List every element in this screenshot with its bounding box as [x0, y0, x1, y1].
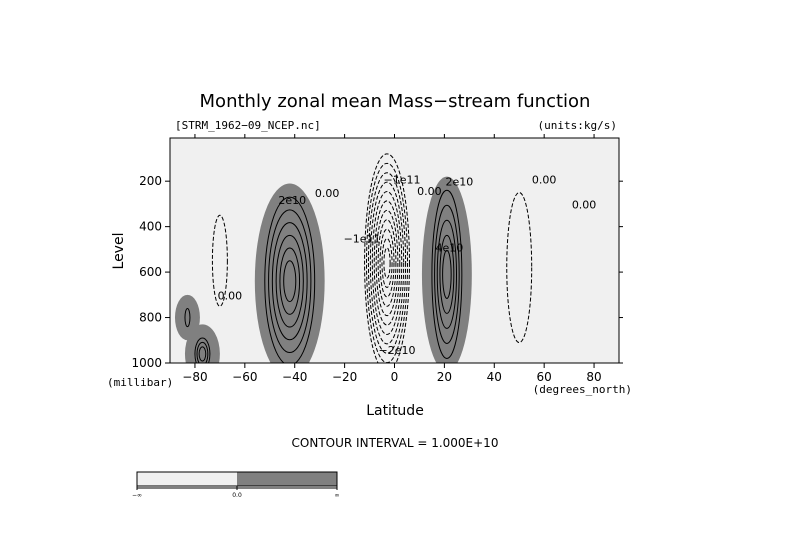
contour-0-3 — [369, 181, 405, 345]
x-tick-label-6: 40 — [487, 370, 502, 384]
x-tick-label-8: 80 — [586, 370, 601, 384]
contour-5-1 — [196, 341, 209, 363]
contour-layer — [184, 153, 533, 363]
contour-0-4 — [371, 191, 403, 335]
contour-1-3 — [275, 234, 304, 328]
contour-label-1: 4e10 — [435, 242, 463, 255]
y-tick-label-0: 200 — [139, 174, 162, 188]
contour-label-7: 0.00 — [218, 289, 243, 302]
x-tick-label-4: 0 — [391, 370, 399, 384]
contour-interval: CONTOUR INTERVAL = 1.000E+10 — [292, 436, 499, 450]
colorbar: −∞ 0.0 ∞ — [132, 471, 340, 499]
chart-title: Monthly zonal mean Mass−stream function — [200, 91, 591, 112]
contour-5-2 — [198, 346, 207, 362]
contour-2-4 — [442, 249, 452, 299]
contour-0-0 — [364, 153, 410, 363]
contour-label-4: −1e11 — [383, 173, 420, 186]
x-axis-unit: (degrees_north) — [533, 383, 632, 396]
units-label: (units:kg/s) — [538, 119, 617, 132]
contour-1-5 — [283, 260, 297, 303]
x-tick-label-3: −20 — [332, 370, 357, 384]
contour-0-7 — [377, 219, 397, 307]
x-tick-label-5: 20 — [437, 370, 452, 384]
colorbar-swatch-1 — [237, 472, 337, 486]
contour-0-10 — [383, 247, 391, 279]
file-label: [STRM_1962−09_NCEP.nc] — [175, 119, 321, 132]
contour-label-8: 0.00 — [532, 173, 557, 186]
contour-label-layer: 2e10 4e10 2e10 −1e11 −1e11 −2e10 0.00 0.00 0.00 0… — [218, 173, 597, 356]
colorbar-tick-label-0: −∞ — [132, 492, 142, 499]
contour-1-1 — [268, 209, 312, 354]
contour-label-6: 0.00 — [315, 187, 340, 200]
x-axis-label: Latitude — [366, 403, 424, 419]
contour-0-8 — [379, 228, 395, 298]
contour-3-0 — [506, 192, 533, 344]
contour-4-0 — [211, 214, 228, 307]
contour-0-9 — [381, 238, 393, 288]
y-axis-label: Level — [111, 233, 127, 270]
contour-0-2 — [367, 172, 407, 354]
contour-label-3: −1e11 — [344, 233, 381, 246]
contour-2-2 — [436, 219, 458, 329]
contour-1-0 — [264, 196, 316, 363]
contour-label-0: 2e10 — [278, 194, 306, 207]
y-tick-label-2: 600 — [139, 265, 162, 279]
contour-label-9: 0.00 — [572, 198, 597, 211]
x-tick-label-2: −40 — [282, 370, 307, 384]
x-tick-label-0: −80 — [182, 370, 207, 384]
x-tick-label-7: 60 — [537, 370, 552, 384]
positive-region-2 — [421, 176, 472, 363]
contour-2-0 — [431, 189, 463, 359]
y-tick-label-4: 1000 — [131, 356, 162, 370]
negative-region — [170, 138, 619, 363]
colorbar-tick-label-1: 0.0 — [232, 492, 242, 499]
y-axis: 200 400 600 800 1000 — [131, 174, 623, 370]
contour-label-5: −2e10 — [379, 344, 416, 357]
contour-6-0 — [184, 307, 191, 328]
plot-area — [170, 138, 619, 363]
y-tick-label-3: 800 — [139, 311, 162, 325]
colorbar-swatch-0 — [137, 472, 237, 486]
contour-2-1 — [434, 204, 460, 344]
x-axis: −80 −60 −40 −20 0 20 40 60 80 — [182, 134, 602, 384]
contour-5-0 — [194, 337, 211, 363]
contour-1-2 — [271, 222, 308, 341]
colorbar-tick-label-2: ∞ — [335, 492, 340, 499]
y-tick-label-1: 400 — [139, 220, 162, 234]
positive-region-6 — [174, 294, 200, 341]
contour-label-2: 2e10 — [445, 176, 473, 189]
y-axis-unit: (millibar) — [107, 376, 173, 389]
contour-2-3 — [439, 234, 455, 314]
contour-0-6 — [375, 209, 399, 317]
contour-label-10: 0.00 — [417, 185, 442, 198]
positive-region-1 — [254, 183, 325, 363]
x-tick-label-1: −60 — [232, 370, 257, 384]
contour-1-4 — [279, 247, 301, 315]
contour-0-5 — [373, 200, 401, 326]
